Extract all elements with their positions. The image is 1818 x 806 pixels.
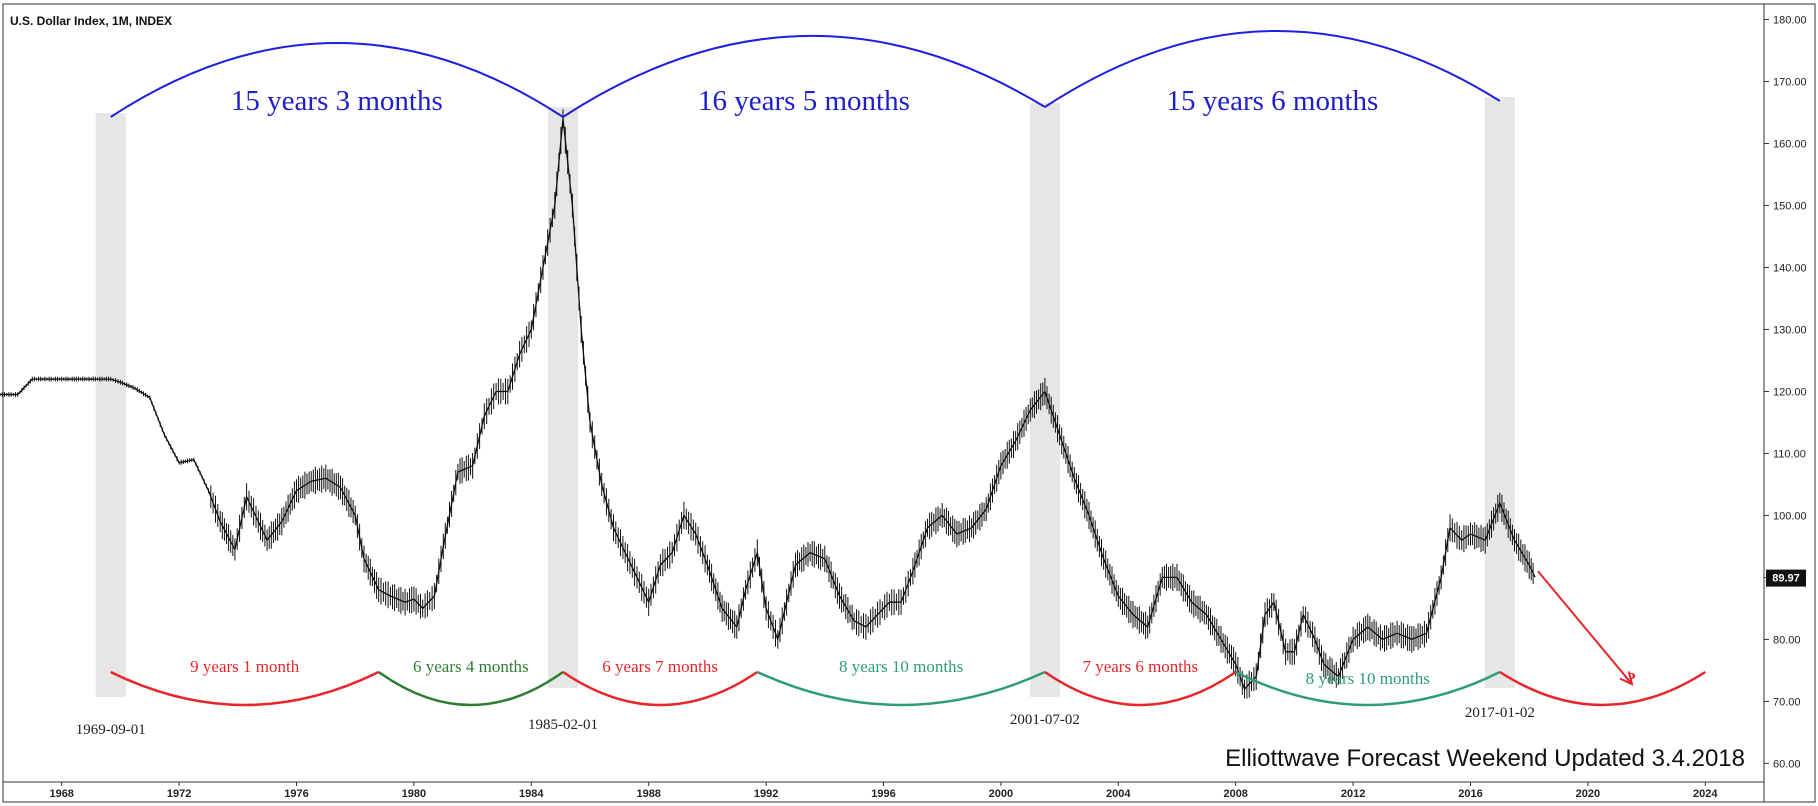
x-tick-label: 1984 bbox=[519, 788, 544, 800]
x-tick-label: 2024 bbox=[1693, 788, 1718, 800]
big-cycle-label: 15 years 3 months bbox=[231, 85, 443, 117]
y-tick-label: 140.00 bbox=[1773, 262, 1807, 274]
small-cycle-label: 7 years 6 months bbox=[1082, 657, 1198, 676]
big-cycle-arc bbox=[562, 35, 1046, 118]
y-tick-label: 100.00 bbox=[1773, 510, 1807, 522]
x-tick-label: 2004 bbox=[1106, 788, 1131, 800]
last-price-badge-bg bbox=[1766, 569, 1806, 587]
y-tick-label: 170.00 bbox=[1773, 76, 1807, 88]
y-tick-label: 60.00 bbox=[1773, 758, 1801, 770]
y-tick-label: 110.00 bbox=[1773, 448, 1806, 460]
cycle-date-labels: 1969-09-01 1985-02-01 2001-07-02 2017-01-02 bbox=[76, 705, 1535, 738]
x-tick-label: 2012 bbox=[1341, 788, 1365, 800]
cycle-date-label: 2001-07-02 bbox=[1010, 712, 1080, 728]
y-tick-label: 130.00 bbox=[1773, 324, 1807, 336]
small-cycle-arcs: 9 years 1 month 6 years 4 months 6 years 7… bbox=[110, 657, 1706, 707]
big-cycle-arc bbox=[1044, 30, 1501, 108]
forecast-arrow-line bbox=[1537, 570, 1633, 685]
x-tick-label: 1972 bbox=[167, 788, 191, 800]
small-cycle-label: ? bbox=[1628, 669, 1637, 688]
small-cycle-label: 6 years 7 months bbox=[602, 657, 718, 676]
x-tick-label: 1976 bbox=[284, 788, 308, 800]
price-series bbox=[0, 109, 1536, 699]
big-cycle-arc bbox=[110, 42, 564, 118]
x-tick-label: 2020 bbox=[1576, 788, 1600, 800]
big-cycle-arcs: 15 years 3 months 16 years 5 months 15 yea… bbox=[110, 30, 1501, 118]
big-cycle-label: 15 years 6 months bbox=[1166, 85, 1378, 117]
last-price-badge: 89.97 bbox=[1766, 569, 1806, 587]
x-tick-label: 2008 bbox=[1223, 788, 1247, 800]
small-cycle-label: 9 years 1 month bbox=[190, 657, 300, 676]
watermark-text: Elliottwave Forecast Weekend Updated 3.4… bbox=[1225, 745, 1745, 772]
small-cycle-label: 8 years 10 months bbox=[1306, 669, 1430, 688]
x-tick-label: 1988 bbox=[636, 788, 660, 800]
cycle-band bbox=[95, 113, 126, 697]
x-tick-label: 1992 bbox=[754, 788, 778, 800]
small-cycle-arc bbox=[1499, 670, 1706, 707]
y-tick-label: 180.00 bbox=[1773, 14, 1807, 26]
y-tick-label: 150.00 bbox=[1773, 200, 1807, 212]
x-tick-label: 1996 bbox=[871, 788, 895, 800]
small-cycle-arc bbox=[562, 670, 758, 707]
forecast-arrow bbox=[1537, 570, 1634, 686]
cycle-band bbox=[1484, 97, 1515, 688]
y-tick-label: 120.00 bbox=[1773, 386, 1807, 398]
forecast-arrow-head bbox=[1619, 671, 1634, 686]
y-tick-label: 80.00 bbox=[1773, 634, 1801, 646]
y-tick-label: 70.00 bbox=[1773, 696, 1801, 708]
x-axis: 1968 1972 1976 1980 1984 1988 1992 1996 2000 2004… bbox=[49, 782, 1718, 800]
small-cycle-arc bbox=[377, 670, 564, 707]
last-price-label: 89.97 bbox=[1772, 573, 1800, 585]
cycle-date-label: 1969-09-01 bbox=[76, 722, 146, 738]
cycle-bands bbox=[95, 97, 1515, 697]
cycle-band bbox=[547, 107, 578, 688]
cycle-date-label: 2017-01-02 bbox=[1465, 705, 1535, 721]
small-cycle-arc bbox=[756, 670, 1046, 707]
cycle-date-label: 1985-02-01 bbox=[528, 717, 598, 733]
small-cycle-arc bbox=[1044, 670, 1237, 707]
chart-title: U.S. Dollar Index, 1M, INDEX bbox=[10, 14, 172, 28]
plot-frame bbox=[2, 3, 1765, 783]
outer-frame bbox=[2, 3, 1816, 803]
y-axis: 60.0070.0080.0090.00100.00110.00120.0013… bbox=[1764, 14, 1807, 770]
x-tick-label: 1968 bbox=[49, 788, 73, 800]
y-tick-label: 160.00 bbox=[1773, 138, 1807, 150]
x-tick-label: 1980 bbox=[402, 788, 426, 800]
small-cycle-arc bbox=[110, 670, 380, 707]
x-tick-label: 2000 bbox=[989, 788, 1013, 800]
small-cycle-label: 8 years 10 months bbox=[839, 657, 963, 676]
big-cycle-label: 16 years 5 months bbox=[698, 85, 910, 117]
small-cycle-arc bbox=[1235, 670, 1501, 707]
small-cycle-label: 6 years 4 months bbox=[413, 657, 529, 676]
x-tick-label: 2016 bbox=[1458, 788, 1482, 800]
